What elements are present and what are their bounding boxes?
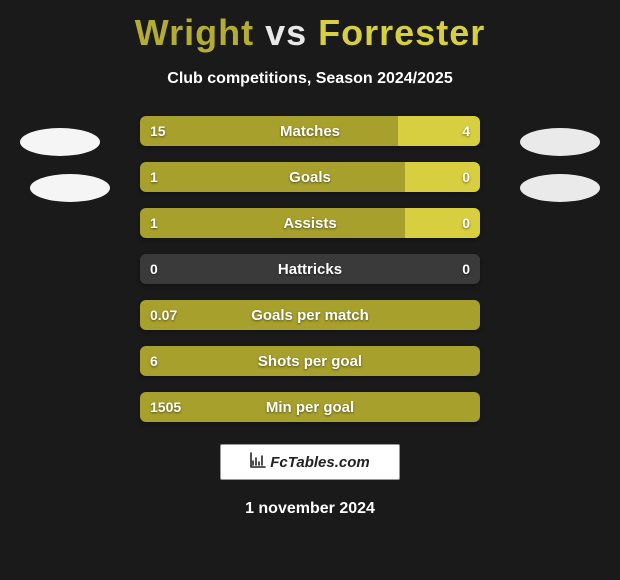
- stat-label: Shots per goal: [140, 346, 480, 376]
- chart-icon: [250, 452, 266, 473]
- stat-row: 00Hattricks: [140, 254, 480, 284]
- vs-text: vs: [265, 12, 307, 53]
- avatar-placeholder-left-1: [20, 128, 100, 156]
- stat-label: Hattricks: [140, 254, 480, 284]
- stat-bars-container: 154Matches 10Goals 10Assists 00Hattricks 0.0…: [140, 116, 480, 422]
- stat-row: 154Matches: [140, 116, 480, 146]
- stat-row: 0.07Goals per match: [140, 300, 480, 330]
- comparison-title: Wright vs Forrester: [0, 0, 620, 54]
- footer-date: 1 november 2024: [0, 500, 620, 518]
- subtitle: Club competitions, Season 2024/2025: [0, 70, 620, 88]
- stat-label: Goals: [140, 162, 480, 192]
- content-area: 154Matches 10Goals 10Assists 00Hattricks 0.0…: [0, 116, 620, 422]
- player-left-name: Wright: [135, 12, 254, 53]
- stat-label: Goals per match: [140, 300, 480, 330]
- stat-row: 10Assists: [140, 208, 480, 238]
- stat-row: 1505Min per goal: [140, 392, 480, 422]
- stat-row: 10Goals: [140, 162, 480, 192]
- stat-label: Matches: [140, 116, 480, 146]
- stat-label: Assists: [140, 208, 480, 238]
- avatar-placeholder-right-2: [520, 174, 600, 202]
- player-right-name: Forrester: [318, 12, 485, 53]
- avatar-placeholder-right-1: [520, 128, 600, 156]
- stat-label: Min per goal: [140, 392, 480, 422]
- stat-row: 6Shots per goal: [140, 346, 480, 376]
- avatar-placeholder-left-2: [30, 174, 110, 202]
- site-badge[interactable]: FcTables.com: [220, 444, 400, 480]
- site-name: FcTables.com: [270, 454, 369, 471]
